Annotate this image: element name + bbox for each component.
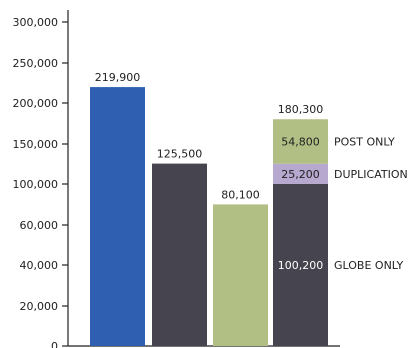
y-tick-label: 200,000 bbox=[13, 97, 59, 110]
bar-value-label: 125,500 bbox=[157, 148, 203, 161]
stacked-segment bbox=[273, 183, 328, 346]
stacked-segment bbox=[273, 119, 328, 164]
bar-value-label: 80,100 bbox=[221, 188, 260, 201]
segment-name-label: GLOBE ONLY bbox=[334, 259, 403, 272]
y-tick-label: 250,000 bbox=[13, 57, 59, 70]
y-tick-label: 60,000 bbox=[20, 219, 59, 232]
stacked-segment bbox=[273, 163, 328, 184]
y-tick-label: 100,000 bbox=[13, 178, 59, 191]
y-tick-label: 150,000 bbox=[13, 138, 59, 151]
segment-value-label: 100,200 bbox=[278, 259, 324, 272]
bar bbox=[152, 163, 207, 346]
segment-name-label: POST ONLY bbox=[334, 135, 395, 148]
y-tick-label: 0 bbox=[51, 340, 58, 348]
y-tick-label: 40,000 bbox=[20, 259, 59, 272]
bar bbox=[213, 204, 268, 346]
segment-name-label: DUPLICATION bbox=[334, 168, 408, 181]
y-tick-label: 300,000 bbox=[13, 16, 59, 29]
segment-value-label: 54,800 bbox=[281, 135, 320, 148]
segment-value-label: 25,200 bbox=[281, 168, 320, 181]
stacked-total-label: 180,300 bbox=[278, 103, 324, 116]
y-tick-label: 20,000 bbox=[20, 300, 59, 313]
bar-value-label: 219,900 bbox=[95, 71, 141, 84]
bar bbox=[90, 87, 145, 346]
